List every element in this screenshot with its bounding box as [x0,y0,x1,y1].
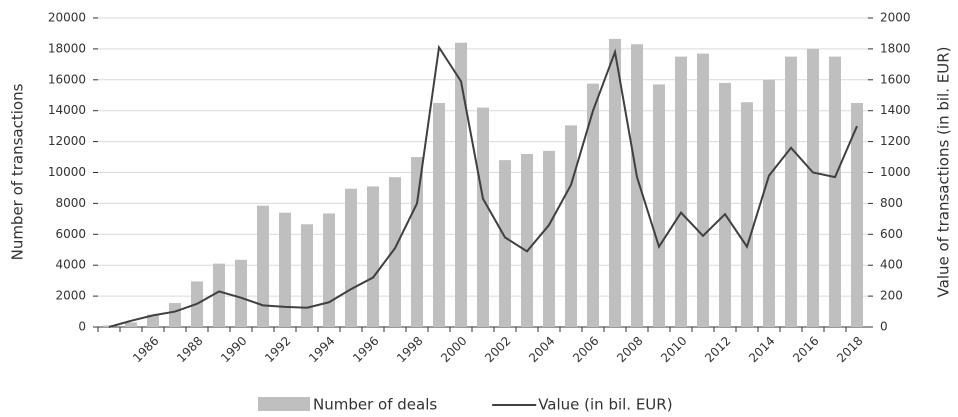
bar [653,84,665,327]
bar [257,205,269,327]
y2-tick-label: 200 [880,289,903,303]
y-tick-label: 0 [78,320,86,334]
x-tick-label: 2014 [746,334,777,365]
bar [543,150,555,327]
bar [807,48,819,328]
y2-tick-label: 2000 [880,11,911,25]
x-tick-label: 1986 [130,334,161,365]
bar [125,322,137,327]
x-tick-label: 1994 [306,334,337,365]
x-tick-label: 2002 [482,334,513,365]
bar [213,263,225,327]
legend-label: Number of deals [313,396,437,414]
bar [169,303,181,327]
y2-tick-label: 800 [880,196,903,210]
y2-axis-title: Value of transactions (in bil. EUR) [935,47,953,298]
x-tick-label: 1992 [262,334,293,365]
bar [345,188,357,327]
x-tick-label: 2018 [834,334,865,365]
bar [499,160,511,327]
line [108,44,858,328]
y-tick-label: 6000 [55,227,86,241]
bar [697,53,709,327]
y-tick-label: 16000 [48,72,86,86]
bar [235,259,247,327]
bar [367,186,379,327]
bar [433,102,445,327]
bar [719,82,731,327]
bar [147,314,159,327]
y-tick-label: 10000 [48,165,86,179]
y-tick-label: 4000 [55,258,86,272]
bar [785,56,797,327]
x-tick-label: 1990 [218,334,249,365]
x-tick-label: 2016 [790,334,821,365]
bar [763,79,775,327]
bar [323,213,335,327]
y2-tick-label: 1800 [880,41,911,55]
x-tick-label: 1998 [394,334,425,365]
legend-label: Value (in bil. EUR) [538,396,672,414]
legend-swatch [258,397,310,411]
bar [587,83,599,327]
bar [521,153,533,327]
bar [477,107,489,327]
bar [389,177,401,327]
y2-tick-label: 1200 [880,134,911,148]
y-tick-label: 18000 [48,41,86,55]
y2-tick-label: 400 [880,258,903,272]
y-tick-label: 12000 [48,134,86,148]
x-tick-label: 1988 [174,334,205,365]
bar [301,224,313,327]
y-tick-label: 14000 [48,103,86,117]
x-tick-label: 2010 [658,334,689,365]
bar [609,38,621,328]
bar [851,102,863,327]
x-tick-label: 2012 [702,334,733,365]
y2-tick-label: 1400 [880,103,911,117]
bar [741,102,753,327]
y2-tick-label: 0 [880,320,888,334]
x-tick-label: 2006 [570,334,601,365]
bar [631,44,643,327]
y-tick-label: 20000 [48,11,86,25]
x-tick-label: 2004 [526,334,557,365]
y-tick-label: 8000 [55,196,86,210]
bar [279,212,291,327]
y2-tick-label: 600 [880,227,903,241]
y-axis-title: Number of transactions [9,83,27,260]
bar [411,157,423,327]
bar [565,125,577,327]
x-tick-label: 1996 [350,334,381,365]
y-tick-label: 2000 [55,289,86,303]
y2-tick-label: 1600 [880,72,911,86]
bar [455,42,467,327]
x-tick-label: 2008 [614,334,645,365]
bar [675,56,687,327]
x-tick-label: 2000 [438,334,469,365]
y2-tick-label: 1000 [880,165,911,179]
bar [829,56,841,327]
